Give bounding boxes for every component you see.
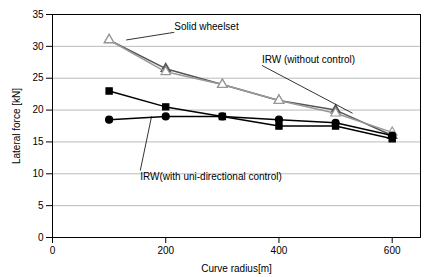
svg-text:5: 5 xyxy=(38,200,44,211)
svg-text:IRW (without control): IRW (without control) xyxy=(262,54,355,65)
svg-text:600: 600 xyxy=(384,245,401,256)
svg-text:0: 0 xyxy=(50,245,56,256)
svg-text:Lateral force [kN]: Lateral force [kN] xyxy=(11,88,22,164)
svg-text:IRW(with uni-directional contr: IRW(with uni-directional control) xyxy=(140,171,282,182)
svg-text:25: 25 xyxy=(32,72,44,83)
svg-text:400: 400 xyxy=(271,245,288,256)
svg-text:10: 10 xyxy=(32,168,44,179)
svg-text:Solid wheelset: Solid wheelset xyxy=(174,21,239,32)
svg-text:35: 35 xyxy=(32,9,44,20)
svg-text:15: 15 xyxy=(32,136,44,147)
svg-text:Curve radius[m]: Curve radius[m] xyxy=(201,263,272,274)
svg-text:30: 30 xyxy=(32,41,44,52)
svg-text:20: 20 xyxy=(32,104,44,115)
svg-text:0: 0 xyxy=(38,232,44,243)
svg-text:200: 200 xyxy=(157,245,174,256)
